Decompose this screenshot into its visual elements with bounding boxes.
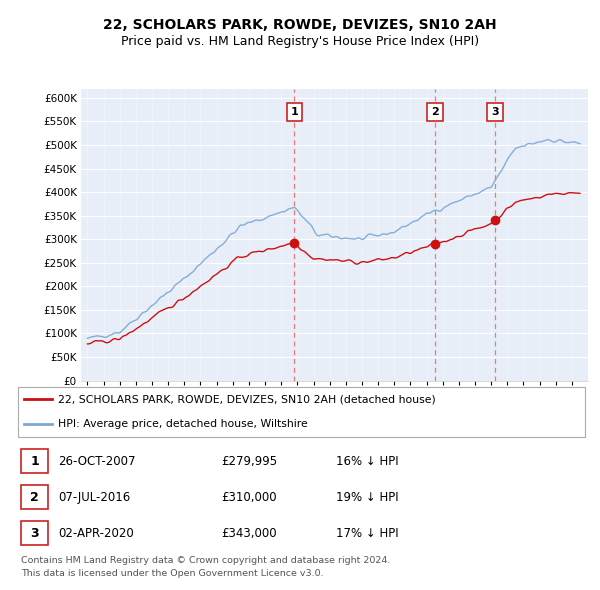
Text: 17% ↓ HPI: 17% ↓ HPI [336,527,398,540]
Text: £279,995: £279,995 [221,454,277,467]
Text: 22, SCHOLARS PARK, ROWDE, DEVIZES, SN10 2AH: 22, SCHOLARS PARK, ROWDE, DEVIZES, SN10 … [103,18,497,32]
Text: £310,000: £310,000 [221,490,277,504]
FancyBboxPatch shape [18,388,585,437]
Text: Price paid vs. HM Land Registry's House Price Index (HPI): Price paid vs. HM Land Registry's House … [121,35,479,48]
Text: 22, SCHOLARS PARK, ROWDE, DEVIZES, SN10 2AH (detached house): 22, SCHOLARS PARK, ROWDE, DEVIZES, SN10 … [58,394,436,404]
FancyBboxPatch shape [21,485,48,509]
Text: 2: 2 [431,107,439,117]
Text: 2: 2 [30,490,39,504]
Text: 07-JUL-2016: 07-JUL-2016 [58,490,130,504]
Text: 1: 1 [30,454,39,467]
Text: 3: 3 [491,107,499,117]
Text: £343,000: £343,000 [221,527,277,540]
Text: Contains HM Land Registry data © Crown copyright and database right 2024.
This d: Contains HM Land Registry data © Crown c… [21,556,390,578]
Text: 26-OCT-2007: 26-OCT-2007 [58,454,136,467]
Text: 1: 1 [290,107,298,117]
Text: 16% ↓ HPI: 16% ↓ HPI [336,454,398,467]
Text: 19% ↓ HPI: 19% ↓ HPI [336,490,398,504]
Text: 02-APR-2020: 02-APR-2020 [58,527,134,540]
Text: HPI: Average price, detached house, Wiltshire: HPI: Average price, detached house, Wilt… [58,419,308,430]
FancyBboxPatch shape [21,449,48,473]
FancyBboxPatch shape [21,521,48,545]
Text: 3: 3 [30,527,39,540]
